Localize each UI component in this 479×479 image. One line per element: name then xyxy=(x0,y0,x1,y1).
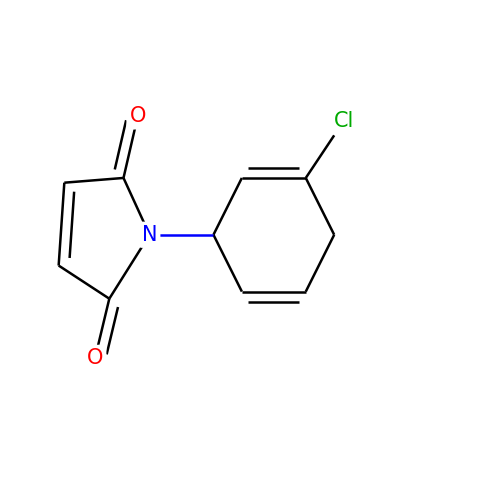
Text: N: N xyxy=(142,225,157,245)
Text: O: O xyxy=(129,106,146,126)
Text: Cl: Cl xyxy=(333,111,354,131)
Text: O: O xyxy=(87,348,103,368)
